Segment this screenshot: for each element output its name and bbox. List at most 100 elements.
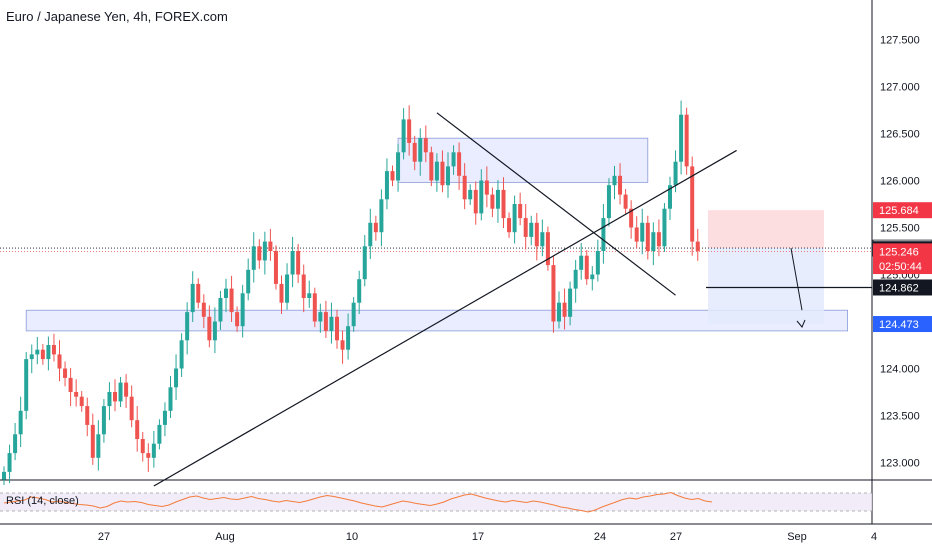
candle[interactable] bbox=[651, 232, 656, 251]
candle[interactable] bbox=[495, 189, 500, 209]
candle[interactable] bbox=[434, 161, 439, 181]
candle[interactable] bbox=[329, 316, 334, 331]
candle[interactable] bbox=[162, 410, 167, 425]
candle[interactable] bbox=[90, 424, 95, 458]
candle[interactable] bbox=[551, 265, 556, 322]
candle[interactable] bbox=[584, 255, 589, 280]
candle[interactable] bbox=[351, 302, 356, 327]
candle[interactable] bbox=[579, 255, 584, 270]
candle[interactable] bbox=[201, 302, 206, 317]
candle[interactable] bbox=[484, 180, 489, 195]
candle[interactable] bbox=[312, 293, 317, 322]
candle[interactable] bbox=[468, 189, 473, 200]
candle[interactable] bbox=[407, 119, 412, 143]
candle[interactable] bbox=[534, 222, 539, 247]
candle[interactable] bbox=[368, 222, 373, 247]
candle[interactable] bbox=[24, 359, 29, 411]
candle[interactable] bbox=[107, 392, 112, 407]
candle[interactable] bbox=[545, 232, 550, 266]
candle[interactable] bbox=[74, 392, 79, 397]
candle[interactable] bbox=[246, 269, 251, 294]
candle[interactable] bbox=[379, 199, 384, 233]
candle[interactable] bbox=[68, 377, 73, 392]
candle[interactable] bbox=[656, 232, 661, 247]
candle[interactable] bbox=[340, 340, 345, 350]
candle[interactable] bbox=[390, 171, 395, 181]
candle[interactable] bbox=[512, 204, 517, 233]
candle[interactable] bbox=[235, 312, 240, 327]
candle[interactable] bbox=[262, 241, 267, 261]
projection-arrow[interactable] bbox=[790, 247, 803, 311]
candle[interactable] bbox=[174, 368, 179, 388]
candle[interactable] bbox=[401, 119, 406, 153]
candle[interactable] bbox=[645, 222, 650, 251]
candle[interactable] bbox=[446, 166, 450, 186]
candle[interactable] bbox=[179, 340, 184, 369]
candle[interactable] bbox=[662, 208, 667, 247]
candle[interactable] bbox=[384, 171, 389, 200]
candle[interactable] bbox=[462, 175, 467, 200]
candle[interactable] bbox=[124, 382, 129, 397]
candle[interactable] bbox=[618, 175, 623, 195]
trendline-1[interactable] bbox=[436, 112, 676, 296]
candle[interactable] bbox=[540, 232, 545, 247]
candle[interactable] bbox=[146, 453, 151, 458]
candle[interactable] bbox=[140, 439, 145, 454]
candle[interactable] bbox=[13, 434, 18, 454]
candle[interactable] bbox=[296, 251, 301, 275]
candle[interactable] bbox=[301, 274, 306, 299]
candle[interactable] bbox=[18, 410, 23, 435]
candle[interactable] bbox=[101, 406, 106, 435]
candle[interactable] bbox=[418, 138, 423, 162]
candle[interactable] bbox=[440, 161, 445, 186]
candle[interactable] bbox=[629, 208, 634, 228]
rsi-line[interactable] bbox=[3, 491, 713, 513]
candle[interactable] bbox=[590, 274, 595, 280]
candle[interactable] bbox=[190, 283, 195, 313]
candle[interactable] bbox=[129, 396, 134, 421]
candle[interactable] bbox=[2, 471, 6, 480]
candle[interactable] bbox=[346, 326, 351, 350]
candle[interactable] bbox=[684, 114, 689, 167]
candle[interactable] bbox=[212, 321, 217, 341]
candle[interactable] bbox=[473, 189, 478, 214]
candle[interactable] bbox=[151, 443, 156, 458]
candle[interactable] bbox=[357, 279, 362, 303]
candle[interactable] bbox=[157, 424, 162, 444]
candle[interactable] bbox=[218, 298, 223, 322]
candle[interactable] bbox=[568, 288, 573, 317]
candle[interactable] bbox=[35, 349, 40, 355]
candle[interactable] bbox=[240, 293, 245, 327]
candle[interactable] bbox=[273, 251, 278, 284]
candle[interactable] bbox=[412, 142, 417, 162]
candle[interactable] bbox=[279, 283, 284, 303]
candle[interactable] bbox=[562, 302, 567, 317]
candle[interactable] bbox=[335, 316, 339, 341]
candle[interactable] bbox=[168, 387, 173, 411]
candle[interactable] bbox=[79, 396, 84, 407]
candle[interactable] bbox=[457, 152, 462, 176]
candle[interactable] bbox=[595, 251, 600, 275]
candle[interactable] bbox=[29, 354, 34, 360]
candle[interactable] bbox=[63, 368, 68, 378]
candle[interactable] bbox=[557, 302, 561, 322]
candle[interactable] bbox=[529, 222, 534, 237]
candle[interactable] bbox=[601, 218, 606, 251]
candle[interactable] bbox=[362, 246, 367, 280]
candle[interactable] bbox=[679, 114, 684, 162]
candle[interactable] bbox=[7, 453, 12, 472]
candle[interactable] bbox=[507, 218, 512, 233]
candle[interactable] bbox=[673, 161, 678, 186]
candle[interactable] bbox=[251, 246, 256, 270]
candle[interactable] bbox=[113, 392, 117, 402]
candle[interactable] bbox=[640, 222, 645, 242]
take-profit-zone[interactable] bbox=[708, 248, 824, 325]
candle[interactable] bbox=[606, 185, 611, 219]
candle[interactable] bbox=[479, 180, 484, 214]
candle[interactable] bbox=[523, 218, 528, 237]
candle[interactable] bbox=[46, 345, 51, 360]
candle[interactable] bbox=[518, 204, 523, 219]
candle[interactable] bbox=[323, 312, 328, 331]
